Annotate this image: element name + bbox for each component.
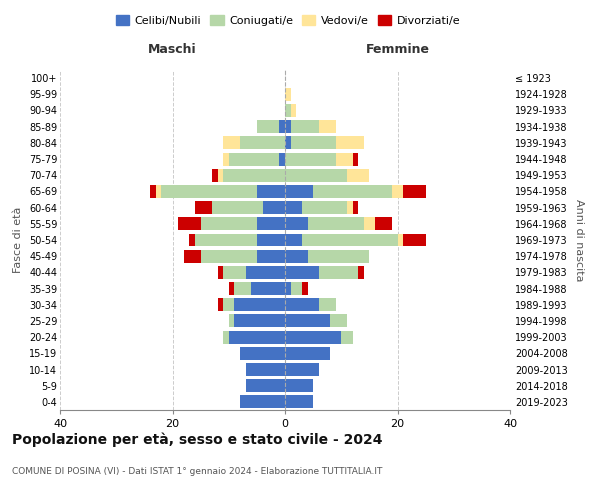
Bar bbox=[285, 218, 308, 230]
Bar bbox=[245, 266, 285, 279]
Bar bbox=[218, 169, 223, 181]
Bar bbox=[403, 185, 425, 198]
Bar bbox=[257, 218, 285, 230]
Bar bbox=[212, 201, 263, 214]
Bar bbox=[195, 234, 257, 246]
Bar bbox=[235, 298, 285, 311]
Bar bbox=[308, 250, 370, 262]
Bar bbox=[302, 282, 308, 295]
Bar bbox=[184, 250, 200, 262]
Bar bbox=[240, 347, 285, 360]
Bar bbox=[235, 282, 251, 295]
Bar bbox=[398, 234, 403, 246]
Bar bbox=[347, 201, 353, 214]
Bar bbox=[285, 152, 335, 166]
Bar bbox=[302, 201, 347, 214]
Bar bbox=[285, 282, 290, 295]
Bar bbox=[302, 234, 398, 246]
Bar bbox=[200, 250, 257, 262]
Bar bbox=[335, 136, 364, 149]
Bar bbox=[353, 201, 358, 214]
Bar bbox=[285, 234, 302, 246]
Bar bbox=[392, 185, 403, 198]
Text: Maschi: Maschi bbox=[148, 44, 197, 57]
Bar bbox=[290, 104, 296, 117]
Bar bbox=[218, 298, 223, 311]
Bar bbox=[223, 169, 285, 181]
Bar bbox=[257, 185, 285, 198]
Bar bbox=[257, 120, 280, 133]
Bar bbox=[223, 266, 245, 279]
Bar bbox=[280, 152, 285, 166]
Y-axis label: Fasce di età: Fasce di età bbox=[13, 207, 23, 273]
Text: Femmine: Femmine bbox=[365, 44, 430, 57]
Bar bbox=[229, 314, 235, 328]
Bar bbox=[285, 396, 313, 408]
Bar bbox=[403, 234, 425, 246]
Bar bbox=[290, 136, 335, 149]
Bar bbox=[285, 347, 330, 360]
Bar bbox=[245, 379, 285, 392]
Bar bbox=[285, 201, 302, 214]
Text: COMUNE DI POSINA (VI) - Dati ISTAT 1° gennaio 2024 - Elaborazione TUTTITALIA.IT: COMUNE DI POSINA (VI) - Dati ISTAT 1° ge… bbox=[12, 468, 382, 476]
Bar bbox=[223, 298, 235, 311]
Bar bbox=[218, 266, 223, 279]
Bar bbox=[257, 234, 285, 246]
Bar bbox=[375, 218, 392, 230]
Bar bbox=[347, 169, 370, 181]
Text: Popolazione per età, sesso e stato civile - 2024: Popolazione per età, sesso e stato civil… bbox=[12, 432, 383, 447]
Bar bbox=[313, 185, 392, 198]
Bar bbox=[155, 185, 161, 198]
Bar bbox=[251, 282, 285, 295]
Bar bbox=[285, 266, 319, 279]
Bar bbox=[229, 152, 280, 166]
Bar bbox=[229, 330, 285, 344]
Bar bbox=[161, 185, 257, 198]
Bar bbox=[285, 298, 319, 311]
Bar bbox=[285, 314, 330, 328]
Bar bbox=[285, 120, 290, 133]
Bar bbox=[235, 314, 285, 328]
Bar bbox=[257, 250, 285, 262]
Bar bbox=[223, 136, 240, 149]
Bar bbox=[341, 330, 353, 344]
Bar bbox=[195, 201, 212, 214]
Bar bbox=[285, 363, 319, 376]
Bar bbox=[245, 363, 285, 376]
Bar bbox=[358, 266, 364, 279]
Legend: Celibi/Nubili, Coniugati/e, Vedovi/e, Divorziati/e: Celibi/Nubili, Coniugati/e, Vedovi/e, Di… bbox=[112, 10, 464, 30]
Bar bbox=[285, 136, 290, 149]
Bar bbox=[353, 152, 358, 166]
Bar bbox=[319, 120, 335, 133]
Bar bbox=[319, 298, 335, 311]
Bar bbox=[178, 218, 200, 230]
Bar bbox=[285, 330, 341, 344]
Bar bbox=[319, 266, 358, 279]
Bar bbox=[285, 104, 290, 117]
Bar bbox=[335, 152, 353, 166]
Bar bbox=[240, 136, 285, 149]
Bar bbox=[285, 185, 313, 198]
Y-axis label: Anni di nascita: Anni di nascita bbox=[574, 198, 584, 281]
Bar bbox=[229, 282, 235, 295]
Bar bbox=[280, 120, 285, 133]
Bar bbox=[212, 169, 218, 181]
Bar bbox=[285, 379, 313, 392]
Bar bbox=[308, 218, 364, 230]
Bar bbox=[285, 169, 347, 181]
Bar bbox=[200, 218, 257, 230]
Bar bbox=[290, 120, 319, 133]
Bar bbox=[290, 282, 302, 295]
Bar bbox=[150, 185, 155, 198]
Bar bbox=[263, 201, 285, 214]
Bar bbox=[285, 88, 290, 101]
Bar bbox=[364, 218, 375, 230]
Bar bbox=[223, 330, 229, 344]
Bar bbox=[223, 152, 229, 166]
Bar bbox=[240, 396, 285, 408]
Bar bbox=[285, 250, 308, 262]
Bar bbox=[190, 234, 195, 246]
Bar bbox=[330, 314, 347, 328]
